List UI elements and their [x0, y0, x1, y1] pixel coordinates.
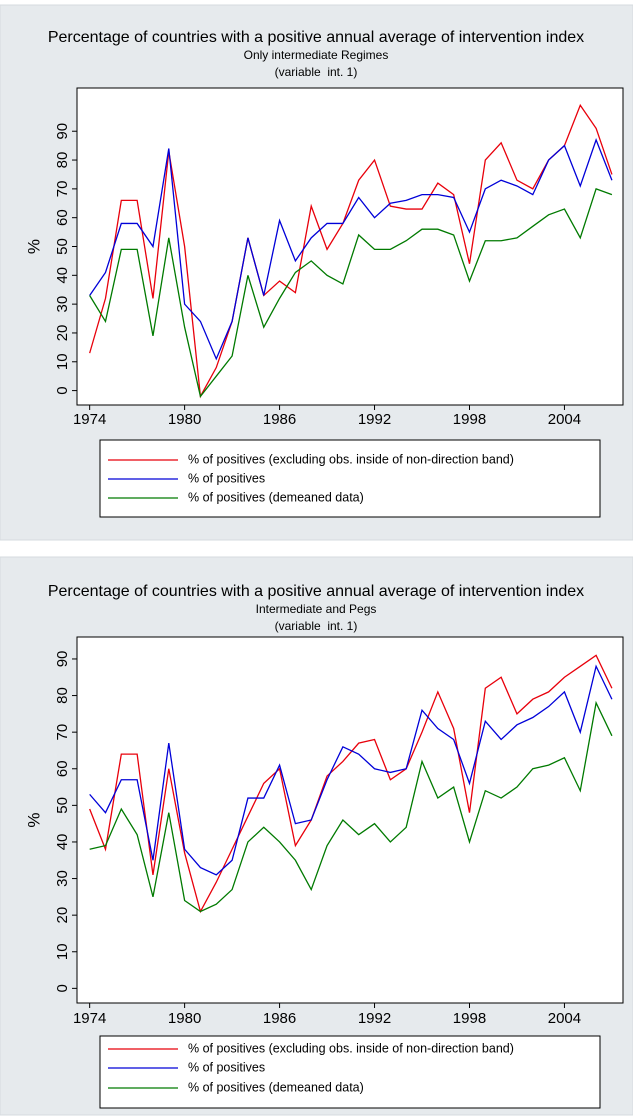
y-axis-label: %: [24, 812, 43, 827]
data-line: [89, 137, 613, 361]
chart-title: Percentage of countries with a positive …: [48, 583, 584, 600]
y-tick-label: 50: [54, 238, 71, 255]
x-tick-label: 1998: [453, 411, 486, 428]
y-tick-label: 60: [54, 209, 71, 226]
y-tick-label: 60: [54, 760, 71, 777]
chart: Percentage of countries with a positive …: [0, 4, 633, 541]
legend: [99, 439, 601, 518]
x-tick-label: 1974: [73, 1010, 106, 1027]
y-tick-label: 80: [54, 687, 71, 704]
y-tick-label: 10: [54, 353, 71, 370]
chart-subtitle: Only intermediate Regimes: [244, 48, 389, 62]
legend: [99, 1035, 601, 1109]
x-tick-label: 1986: [263, 411, 296, 428]
x-tick-label: 1974: [73, 411, 106, 428]
chart-note: (variable int. 1): [275, 65, 358, 79]
data-line: [89, 664, 613, 876]
chart-note: (variable int. 1): [275, 619, 358, 633]
legend-label: % of positives (excluding obs. inside of…: [188, 452, 514, 466]
chart-title: Percentage of countries with a positive …: [48, 29, 584, 46]
y-tick-label: 20: [54, 325, 71, 342]
data-line: [89, 103, 613, 399]
y-tick-label: 0: [54, 386, 71, 394]
chart-subtitle: Intermediate and Pegs: [256, 602, 377, 616]
legend-label: % of positives (demeaned data): [188, 490, 364, 504]
y-tick-label: 10: [54, 943, 71, 960]
x-tick-label: 1992: [358, 411, 391, 428]
legend-label: % of positives (excluding obs. inside of…: [188, 1041, 514, 1055]
legend-label: % of positives: [188, 471, 265, 485]
x-tick-label: 2004: [548, 1010, 581, 1027]
legend-label: % of positives: [188, 1060, 265, 1074]
data-line: [89, 654, 613, 914]
y-tick-label: 90: [54, 651, 71, 668]
x-tick-label: 1986: [263, 1010, 296, 1027]
y-axis-label: %: [24, 239, 43, 254]
y-tick-label: 80: [54, 152, 71, 169]
x-tick-label: 1998: [453, 1010, 486, 1027]
y-tick-label: 40: [54, 834, 71, 851]
y-tick-label: 90: [54, 123, 71, 140]
x-tick-label: 1992: [358, 1010, 391, 1027]
x-tick-label: 1980: [168, 1010, 201, 1027]
y-tick-label: 30: [54, 296, 71, 313]
x-tick-label: 2004: [548, 411, 581, 428]
x-tick-label: 1980: [168, 411, 201, 428]
data-line: [89, 700, 613, 913]
data-line: [89, 188, 613, 398]
chart: Percentage of countries with a positive …: [0, 556, 633, 1116]
y-tick-label: 70: [54, 724, 71, 741]
y-tick-label: 20: [54, 907, 71, 924]
y-tick-label: 30: [54, 870, 71, 887]
y-tick-label: 0: [54, 984, 71, 992]
y-tick-label: 50: [54, 797, 71, 814]
legend-label: % of positives (demeaned data): [188, 1080, 364, 1094]
y-tick-label: 70: [54, 181, 71, 198]
y-tick-label: 40: [54, 267, 71, 284]
